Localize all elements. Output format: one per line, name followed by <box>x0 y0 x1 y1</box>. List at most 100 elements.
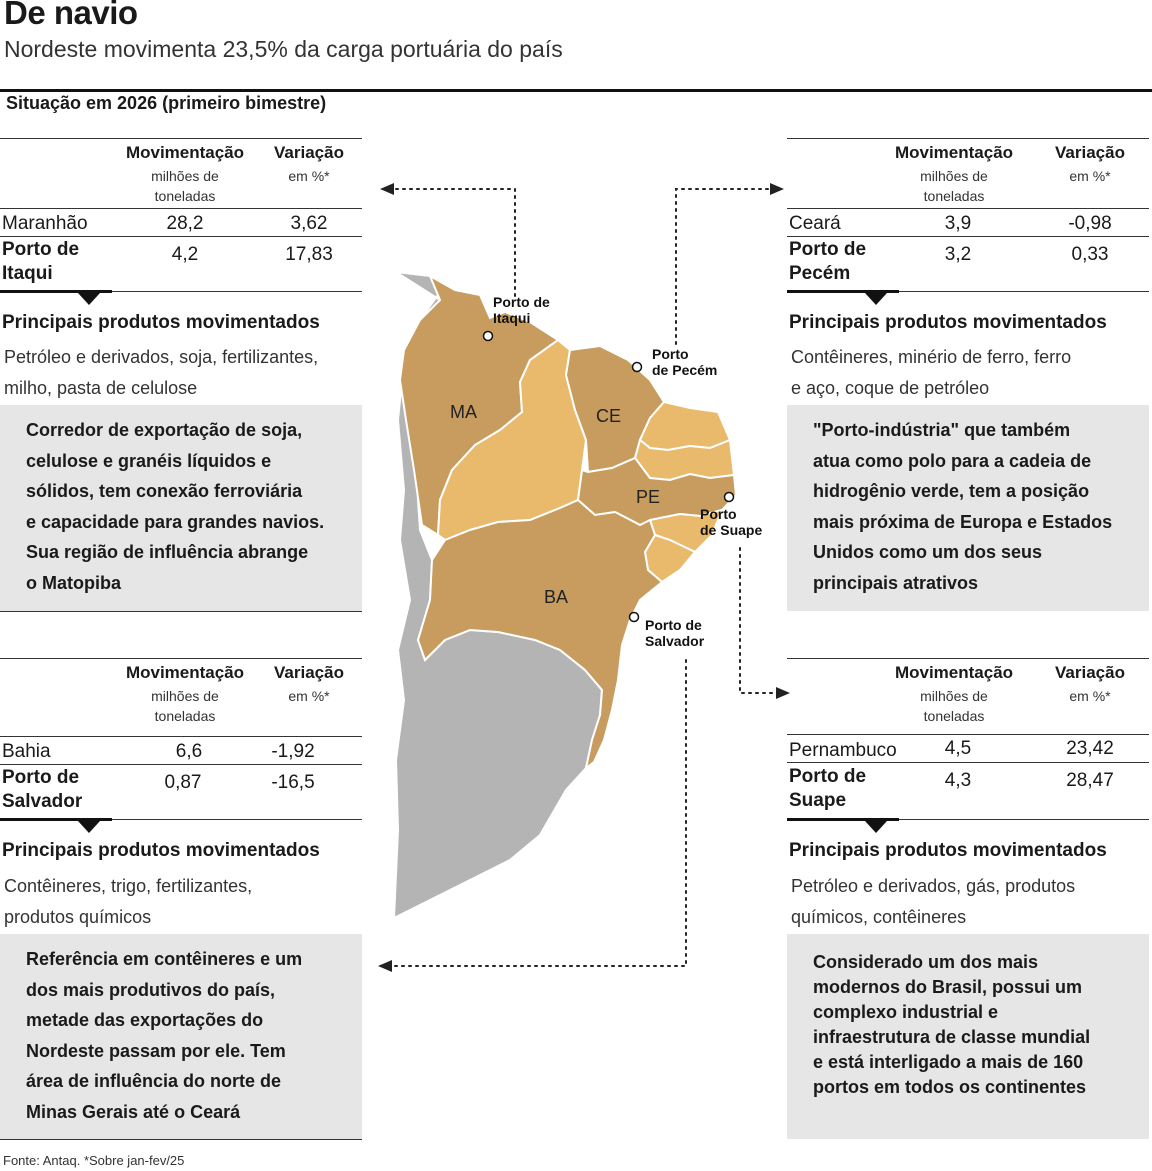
leader-line-pecem <box>675 188 773 345</box>
state-label-ma: MA <box>450 402 477 422</box>
section-marker-triangle <box>865 293 887 305</box>
state-name: Pernambuco <box>789 740 897 761</box>
state-name: Maranhão <box>2 213 88 234</box>
state-name: Bahia <box>2 741 51 762</box>
port-label-itaqui-line1: Porto de <box>493 294 550 310</box>
table-top-rule <box>0 658 362 659</box>
highlight-note: "Porto-indústria" que também atua como p… <box>787 405 1149 611</box>
port-label-salvador-line1: Porto de <box>645 617 702 633</box>
state-name: Ceará <box>789 213 841 234</box>
section-marker-triangle <box>865 821 887 833</box>
arrowhead-suape <box>776 687 790 699</box>
port-label-suape-line2: de Suape <box>700 522 762 538</box>
col-header-movimentacao: Movimentação <box>125 143 245 162</box>
col-unit-mov-line2: toneladas <box>923 708 985 724</box>
port-marker-pecem <box>631 361 643 373</box>
port-label-itaqui-line2: Itaqui <box>493 310 530 326</box>
col-header-movimentacao: Movimentação <box>894 143 1014 162</box>
state-variacao: 23,42 <box>1066 738 1114 759</box>
port-name-line1: Porto de <box>2 767 80 788</box>
panel-itaqui: Movimentação Variação milhões de tonelad… <box>0 138 362 614</box>
col-unit-var: em %* <box>1069 168 1111 184</box>
table-top-rule <box>787 138 1149 139</box>
port-movimentacao: 4,2 <box>171 244 199 265</box>
source-footnote: Fonte: Antaq. *Sobre jan-fev/25 <box>3 1153 185 1168</box>
infographic-subtitle: Nordeste movimenta 23,5% da carga portuá… <box>4 36 563 62</box>
port-marker-suape <box>723 491 735 503</box>
products-text: Contêineres, trigo, fertilizantes, produ… <box>4 876 253 927</box>
table-top-rule <box>0 138 362 139</box>
products-heading: Principais produtos movimentados <box>2 312 320 333</box>
state-variacao: -0,98 <box>1068 213 1112 234</box>
port-name-line2: Pecém <box>789 263 851 284</box>
panel-pecem: Movimentação Variação milhões de tonelad… <box>787 138 1149 614</box>
highlight-note: Considerado um dos mais modernos do Bras… <box>787 934 1149 1139</box>
col-unit-mov-line1: milhões de <box>151 688 219 704</box>
state-movimentacao: 4,5 <box>944 738 972 759</box>
col-unit-mov-line2: toneladas <box>923 188 985 204</box>
arrowhead-pecem <box>770 183 784 195</box>
col-unit-mov-line1: milhões de <box>151 168 219 184</box>
state-movimentacao: 3,9 <box>944 213 972 234</box>
port-marker-salvador <box>628 611 640 623</box>
port-name-line2: Itaqui <box>2 263 53 284</box>
port-marker-itaqui <box>482 330 494 342</box>
col-unit-mov-line1: milhões de <box>920 168 988 184</box>
port-label-pecem-line1: Porto <box>652 346 689 362</box>
port-name-line2: Suape <box>789 790 847 811</box>
section-marker-bar <box>0 290 112 293</box>
port-movimentacao: 4,3 <box>944 770 972 791</box>
port-movimentacao: 0,87 <box>164 772 202 793</box>
highlight-note: Referência em contêineres e um dos mais … <box>0 934 362 1139</box>
col-unit-mov-line2: toneladas <box>154 188 216 204</box>
section-marker-triangle <box>78 821 100 833</box>
table-top-rule <box>787 658 1149 659</box>
arrowhead-salvador <box>378 960 392 972</box>
panel-salvador: Movimentação Variação milhões de tonelad… <box>0 658 362 1142</box>
col-header-variacao: Variação <box>274 143 344 162</box>
products-text: Petróleo e derivados, soja, fertilizante… <box>4 347 319 398</box>
state-label-ce: CE <box>596 406 621 426</box>
state-variacao: 3,62 <box>290 213 328 234</box>
port-label-pecem-line2: de Pecém <box>652 362 717 378</box>
infographic-title: De navio <box>4 0 138 31</box>
port-movimentacao: 3,2 <box>944 244 972 265</box>
port-label-suape-line1: Porto <box>700 506 737 522</box>
col-unit-var: em %* <box>288 168 330 184</box>
col-header-variacao: Variação <box>274 663 344 682</box>
products-heading: Principais produtos movimentados <box>2 840 320 861</box>
col-unit-var: em %* <box>288 688 330 704</box>
port-variacao: 17,83 <box>285 244 333 265</box>
col-unit-var: em %* <box>1069 688 1111 704</box>
state-label-ba: BA <box>544 587 568 607</box>
section-marker-bar <box>0 818 112 821</box>
section-marker-triangle <box>78 293 100 305</box>
port-name-line2: Salvador <box>2 791 83 812</box>
section-marker-bar <box>787 818 899 821</box>
col-header-movimentacao: Movimentação <box>125 663 245 682</box>
port-name-line1: Porto de <box>789 766 867 787</box>
port-name-line1: Porto de <box>789 239 867 260</box>
port-variacao: -16,5 <box>271 772 315 793</box>
products-text: Contêineres, minério de ferro, ferro e a… <box>791 347 1072 398</box>
products-heading: Principais produtos movimentados <box>789 312 1107 333</box>
products-text: Petróleo e derivados, gás, produtos quím… <box>791 876 1076 927</box>
arrowhead-itaqui <box>380 183 394 195</box>
panel-suape: Movimentação Variação milhões de tonelad… <box>787 658 1149 1142</box>
col-unit-mov-line2: toneladas <box>154 708 216 724</box>
port-label-salvador-line2: Salvador <box>645 633 705 649</box>
col-header-variacao: Variação <box>1055 663 1125 682</box>
port-name-line1: Porto de <box>2 239 80 260</box>
port-variacao: 28,47 <box>1066 770 1114 791</box>
port-variacao: 0,33 <box>1071 244 1109 265</box>
state-variacao: -1,92 <box>271 741 315 762</box>
state-label-pe: PE <box>636 487 660 507</box>
bahia-shape <box>416 498 664 771</box>
highlight-note: Corredor de exportação de soja, celulose… <box>0 405 362 611</box>
state-movimentacao: 6,6 <box>175 741 203 762</box>
leader-line-itaqui <box>391 188 516 297</box>
products-heading: Principais produtos movimentados <box>789 840 1107 861</box>
section-marker-bar <box>787 290 899 293</box>
leader-line-suape <box>739 547 779 694</box>
